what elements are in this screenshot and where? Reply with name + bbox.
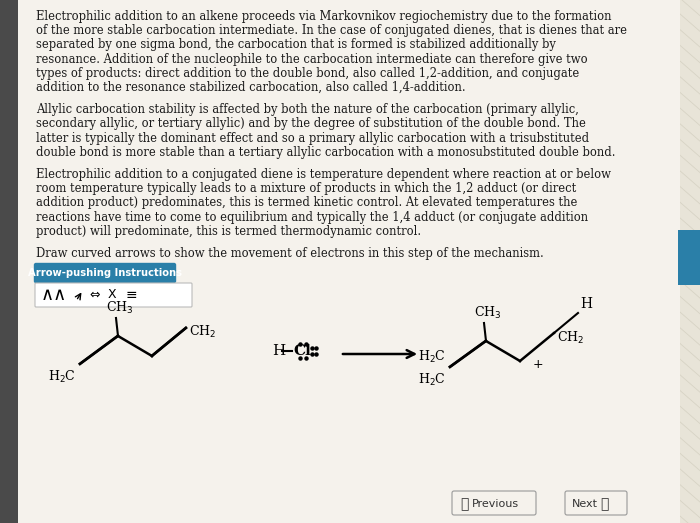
Text: H$_2$C: H$_2$C bbox=[48, 369, 76, 385]
Text: H: H bbox=[272, 344, 286, 358]
Text: Draw curved arrows to show the movement of electrons in this step of the mechani: Draw curved arrows to show the movement … bbox=[36, 247, 544, 260]
Text: reactions have time to come to equilibrium and typically the 1,4 adduct (or conj: reactions have time to come to equilibri… bbox=[36, 211, 588, 224]
Bar bbox=[678, 230, 700, 285]
Text: 〈: 〈 bbox=[460, 497, 468, 511]
Text: H: H bbox=[580, 297, 592, 311]
FancyBboxPatch shape bbox=[18, 0, 680, 523]
FancyBboxPatch shape bbox=[452, 491, 536, 515]
Text: Arrow-pushing Instructions: Arrow-pushing Instructions bbox=[28, 268, 182, 278]
Text: room temperature typically leads to a mixture of products in which the 1,2 adduc: room temperature typically leads to a mi… bbox=[36, 182, 576, 195]
Text: resonance. Addition of the nucleophile to the carbocation intermediate can there: resonance. Addition of the nucleophile t… bbox=[36, 53, 587, 65]
Text: H$_2$C: H$_2$C bbox=[418, 349, 446, 365]
FancyBboxPatch shape bbox=[35, 283, 192, 307]
Text: CH$_2$: CH$_2$ bbox=[189, 324, 216, 340]
Text: Previous: Previous bbox=[472, 499, 519, 509]
Text: Next: Next bbox=[572, 499, 598, 509]
Text: Cl: Cl bbox=[293, 344, 311, 358]
Text: Allylic carbocation stability is affected by both the nature of the carbocation : Allylic carbocation stability is affecte… bbox=[36, 103, 579, 116]
Text: 〉: 〉 bbox=[600, 497, 608, 511]
Text: separated by one sigma bond, the carbocation that is formed is stabilized additi: separated by one sigma bond, the carboca… bbox=[36, 38, 556, 51]
FancyBboxPatch shape bbox=[34, 264, 176, 282]
Text: ∧∧: ∧∧ bbox=[41, 286, 67, 304]
Text: addition to the resonance stabilized carbocation, also called 1,4-addition.: addition to the resonance stabilized car… bbox=[36, 81, 466, 94]
FancyBboxPatch shape bbox=[565, 491, 627, 515]
Text: Electrophilic addition to a conjugated diene is temperature dependent where reac: Electrophilic addition to a conjugated d… bbox=[36, 168, 611, 181]
Bar bbox=[0, 0, 18, 523]
Text: +: + bbox=[533, 358, 543, 371]
Text: of the more stable carbocation intermediate. In the case of conjugated dienes, t: of the more stable carbocation intermedi… bbox=[36, 24, 627, 37]
Text: CH$_2$: CH$_2$ bbox=[557, 330, 584, 346]
Text: CH$_3$: CH$_3$ bbox=[106, 300, 134, 316]
Text: product) will predominate, this is termed thermodynamic control.: product) will predominate, this is terme… bbox=[36, 225, 421, 238]
Text: X: X bbox=[108, 289, 117, 301]
Text: addition product) predominates, this is termed kinetic control. At elevated temp: addition product) predominates, this is … bbox=[36, 197, 578, 209]
Text: latter is typically the dominant effect and so a primary allylic carbocation wit: latter is typically the dominant effect … bbox=[36, 132, 589, 144]
Text: H$_2$C: H$_2$C bbox=[418, 372, 446, 388]
Text: double bond is more stable than a tertiary allylic carbocation with a monosubsti: double bond is more stable than a tertia… bbox=[36, 146, 615, 159]
Text: types of products: direct addition to the double bond, also called 1,2-addition,: types of products: direct addition to th… bbox=[36, 67, 580, 80]
Text: Electrophilic addition to an alkene proceeds via Markovnikov regiochemistry due : Electrophilic addition to an alkene proc… bbox=[36, 10, 612, 23]
Text: ⇔: ⇔ bbox=[89, 289, 99, 301]
Text: CH$_3$: CH$_3$ bbox=[474, 305, 501, 321]
Text: secondary allylic, or tertiary allylic) and by the degree of substitution of the: secondary allylic, or tertiary allylic) … bbox=[36, 117, 586, 130]
Text: ≡: ≡ bbox=[126, 288, 138, 302]
